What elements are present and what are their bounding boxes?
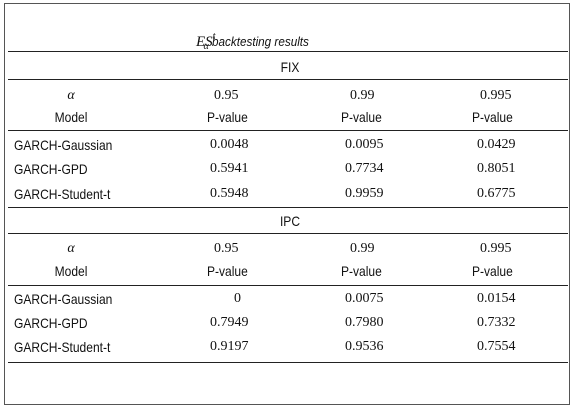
rule-ipc-header bbox=[8, 285, 568, 286]
table-cell: 0.5948 bbox=[210, 186, 249, 201]
alpha-label: α bbox=[67, 241, 75, 256]
alpha-value: 0.95 bbox=[214, 88, 239, 103]
pvalue-header: P-value bbox=[207, 263, 248, 279]
table-frame bbox=[4, 3, 570, 405]
table-cell: 0.7554 bbox=[477, 339, 516, 354]
table-cell: 0.8051 bbox=[477, 161, 516, 176]
table-cell: 0 bbox=[234, 291, 241, 306]
table-cell: 0.5941 bbox=[210, 161, 249, 176]
table-row-model: GARCH-Student-t bbox=[14, 339, 111, 355]
alpha-label: α bbox=[67, 88, 75, 103]
title-subscript: α bbox=[203, 41, 209, 52]
table-cell: 0.0154 bbox=[477, 291, 516, 306]
table-row-model: GARCH-Student-t bbox=[14, 186, 111, 202]
alpha-value: 0.99 bbox=[350, 241, 375, 256]
pvalue-header: P-value bbox=[472, 263, 513, 279]
model-header: Model bbox=[54, 263, 88, 279]
alpha-value: 0.995 bbox=[480, 241, 512, 256]
rule-bottom bbox=[8, 362, 568, 363]
title-es: ES bbox=[196, 34, 213, 50]
pvalue-header: P-value bbox=[472, 109, 513, 125]
table-cell: 0.9536 bbox=[345, 339, 384, 354]
section-ipc-label: IPC bbox=[279, 213, 301, 229]
pvalue-header: P-value bbox=[341, 263, 382, 279]
table-cell: 0.6775 bbox=[477, 186, 516, 201]
table-row-model: GARCH-GPD bbox=[14, 161, 88, 177]
table-row-model: GARCH-Gaussian bbox=[14, 291, 113, 307]
pvalue-header: P-value bbox=[207, 109, 248, 125]
table-row-model: GARCH-GPD bbox=[14, 315, 88, 331]
title-superscript: t bbox=[212, 31, 216, 42]
table-cell: 0.7734 bbox=[345, 161, 384, 176]
table-cell: 0.0095 bbox=[345, 137, 384, 152]
table-cell: 0.7949 bbox=[210, 315, 249, 330]
pvalue-header: P-value bbox=[341, 109, 382, 125]
rule-ipc bbox=[8, 233, 568, 234]
rule-fix-header bbox=[8, 130, 568, 131]
alpha-value: 0.995 bbox=[480, 88, 512, 103]
section-fix-label: FIX bbox=[280, 59, 300, 75]
table-cell: 0.0075 bbox=[345, 291, 384, 306]
table-cell: 0.0429 bbox=[477, 137, 516, 152]
model-header: Model bbox=[54, 109, 88, 125]
table-cell: 0.7980 bbox=[345, 315, 384, 330]
table-title: EStα backtesting results bbox=[196, 28, 319, 56]
table-row-model: GARCH-Gaussian bbox=[14, 137, 113, 153]
rule-top bbox=[8, 51, 568, 52]
table-cell: 0.0048 bbox=[210, 137, 249, 152]
alpha-value: 0.95 bbox=[214, 241, 239, 256]
alpha-value: 0.99 bbox=[350, 88, 375, 103]
table-cell: 0.9197 bbox=[210, 339, 249, 354]
rule-fix bbox=[8, 79, 568, 80]
title-text: backtesting results bbox=[211, 34, 309, 49]
table-cell: 0.7332 bbox=[477, 315, 516, 330]
table-cell: 0.9959 bbox=[345, 186, 384, 201]
rule-ipc-top bbox=[8, 207, 568, 208]
